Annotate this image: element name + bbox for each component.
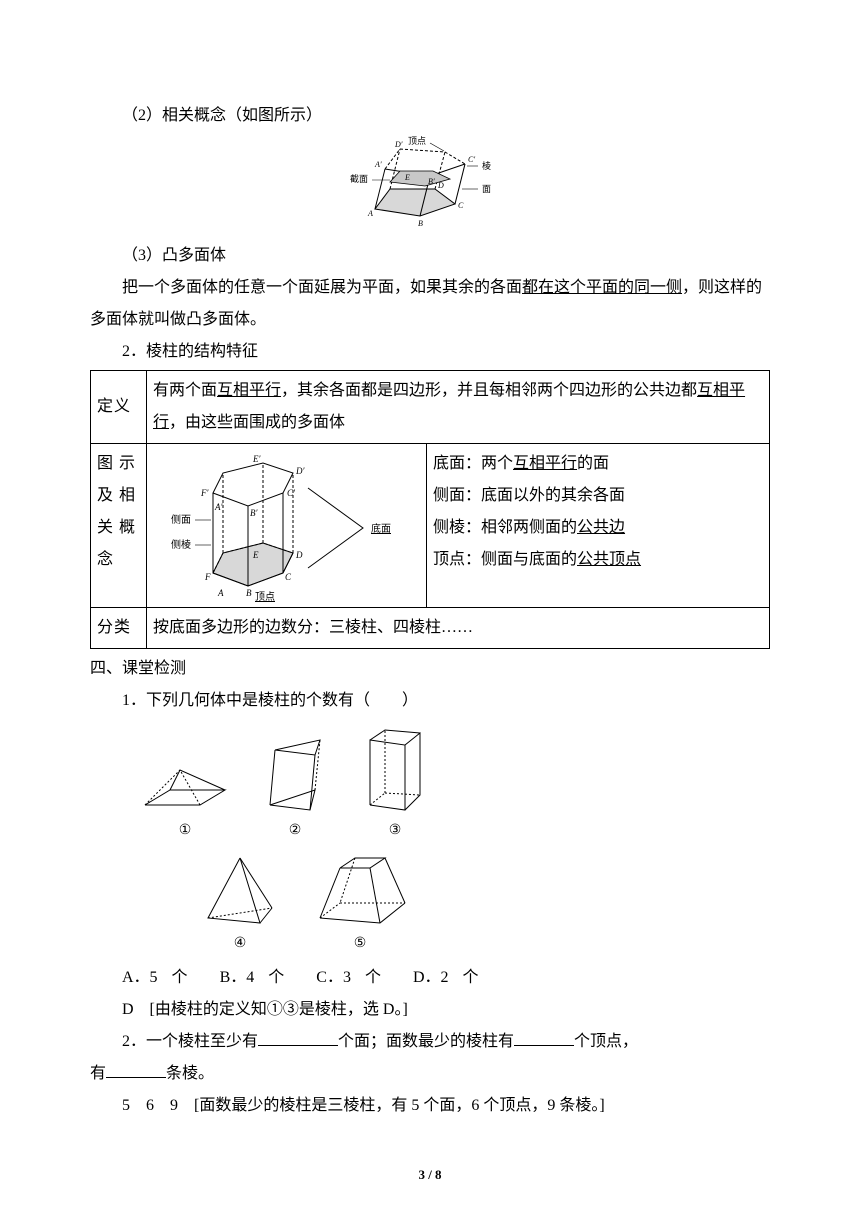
- td-class-body: 按底面多边形的边数分：三棱柱、四棱柱……: [147, 608, 770, 649]
- svg-text:B′: B′: [428, 177, 435, 186]
- shape4: ④: [200, 853, 280, 958]
- svg-text:D: D: [437, 181, 444, 190]
- td-class-label: 分类: [91, 608, 147, 649]
- svg-text:F: F: [204, 572, 211, 582]
- para-prism-title: 2．棱柱的结构特征: [90, 336, 770, 368]
- para-convex-body: 把一个多面体的任意一个面延展为平面，如果其余的各面都在这个平面的同一侧，则这样的…: [90, 272, 770, 336]
- r1b: ，其余各面都是四边形，并且每相邻两个四边形的公共边都: [281, 382, 697, 399]
- page-footer: 3 / 8: [0, 1162, 860, 1188]
- figure1-wrap: 顶点 棱 面 截面 A B C D E A′ B′ C′ D′: [90, 134, 770, 234]
- figure2-prism: 侧面 侧棱 底面 顶点 F A B C D E F′ A′ B′ C′ D′ E…: [153, 448, 413, 603]
- svg-text:A′: A′: [374, 160, 382, 169]
- blank2: [514, 1030, 574, 1046]
- svg-text:顶点: 顶点: [255, 591, 275, 603]
- r1u1: 互相平行: [217, 382, 281, 399]
- ans2: 5 6 9 [面数最少的棱柱是三棱柱，有 5 个面，6 个顶点，9 条棱。]: [90, 1090, 770, 1122]
- q2-cont: 有条棱。: [90, 1058, 770, 1090]
- svg-text:D′: D′: [295, 466, 305, 476]
- r1a: 有两个面: [153, 382, 217, 399]
- svg-text:C′: C′: [287, 488, 296, 498]
- q1: 1．下列几何体中是棱柱的个数有（ ）: [90, 685, 770, 717]
- r2l3: 侧棱：相邻两侧面的公共边: [433, 512, 763, 544]
- svg-text:B′: B′: [250, 508, 258, 518]
- svg-text:F′: F′: [200, 488, 209, 498]
- svg-text:A: A: [367, 209, 373, 218]
- blank3: [106, 1062, 166, 1078]
- svg-text:底面: 底面: [371, 522, 391, 535]
- svg-text:棱: 棱: [482, 160, 491, 171]
- svg-text:C: C: [285, 572, 292, 582]
- shapes-row2: ④ ⑤: [200, 853, 770, 958]
- t3a: 把一个多面体的任意一个面延展为平面，如果其余的各面: [122, 279, 522, 296]
- shape5: ⑤: [310, 853, 410, 958]
- choice-a: A．5 个: [122, 969, 188, 986]
- q2: 2．一个棱柱至少有个面；面数最少的棱柱有个顶点，: [90, 1026, 770, 1058]
- shape2: ②: [260, 735, 330, 845]
- td-fig: 侧面 侧棱 底面 顶点 F A B C D E F′ A′ B′ C′ D′ E…: [147, 444, 427, 608]
- td-fig-right: 底面：两个互相平行的面 侧面：底面以外的其余各面 侧棱：相邻两侧面的公共边 顶点…: [427, 444, 770, 608]
- td-def-label: 定义: [91, 371, 147, 444]
- r2l1: 底面：两个互相平行的面: [433, 448, 763, 480]
- svg-text:面: 面: [482, 184, 491, 194]
- para-concepts: （2）相关概念（如图所示）: [90, 100, 770, 132]
- t3u: 都在这个平面的同一侧: [522, 279, 682, 296]
- shape3: ③: [360, 725, 430, 845]
- choice-b: B．4 个: [220, 969, 285, 986]
- svg-text:截面: 截面: [350, 173, 368, 184]
- choice-c: C．3 个: [316, 969, 381, 986]
- shape1: ①: [140, 765, 230, 845]
- r1c: ，由这些面围成的多面体: [169, 414, 345, 431]
- svg-text:A: A: [217, 588, 224, 598]
- svg-text:顶点: 顶点: [408, 136, 426, 146]
- ans1: D [由棱柱的定义知①③是棱柱，选 D。]: [90, 994, 770, 1026]
- svg-text:侧面: 侧面: [171, 513, 191, 526]
- svg-text:C′: C′: [468, 155, 475, 164]
- svg-text:B: B: [418, 219, 423, 228]
- svg-text:E: E: [252, 550, 259, 560]
- para-convex-title: （3）凸多面体: [90, 240, 770, 272]
- svg-text:C: C: [458, 201, 464, 210]
- svg-text:A′: A′: [214, 502, 223, 512]
- svg-text:D′: D′: [394, 140, 403, 149]
- blank1: [258, 1030, 338, 1046]
- section-heading: 四、课堂检测: [90, 653, 770, 685]
- svg-text:侧棱: 侧棱: [171, 538, 191, 551]
- figure1: 顶点 棱 面 截面 A B C D E A′ B′ C′ D′: [330, 134, 530, 234]
- td-fig-label: 图 示 及 相 关 概 念: [91, 444, 147, 608]
- prism-table: 定义 有两个面互相平行，其余各面都是四边形，并且每相邻两个四边形的公共边都互相平…: [90, 370, 770, 649]
- svg-text:D: D: [295, 550, 303, 560]
- td-def-body: 有两个面互相平行，其余各面都是四边形，并且每相邻两个四边形的公共边都互相平行，由…: [147, 371, 770, 444]
- q1-choices: A．5 个 B．4 个 C．3 个 D．2 个: [122, 962, 770, 994]
- shapes-row1: ① ② ③: [140, 725, 770, 845]
- choice-d: D．2 个: [413, 969, 479, 986]
- r2l4: 顶点：侧面与底面的公共顶点: [433, 544, 763, 576]
- r2l2: 侧面：底面以外的其余各面: [433, 480, 763, 512]
- svg-text:E: E: [404, 173, 410, 182]
- svg-text:E′: E′: [252, 454, 261, 464]
- svg-text:B: B: [246, 588, 252, 598]
